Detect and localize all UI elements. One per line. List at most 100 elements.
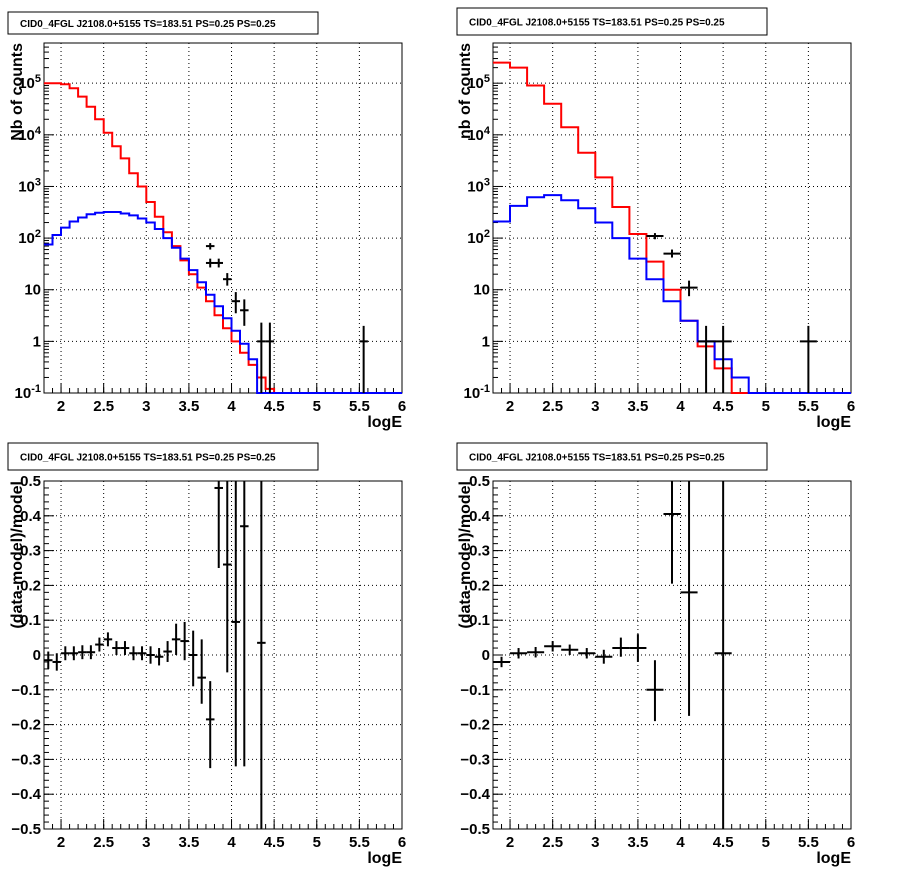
tick-label: −0.5 xyxy=(460,821,490,838)
series-line xyxy=(493,194,851,394)
data-point xyxy=(240,299,249,326)
grid xyxy=(44,43,402,393)
tick-label: 104 xyxy=(467,125,491,144)
tick-label: 10 xyxy=(24,282,41,299)
tick-label: −0.3 xyxy=(460,751,490,768)
tick-label: −0.4 xyxy=(11,786,41,803)
tick-label: 10-1 xyxy=(15,383,41,402)
tick-label: 4.5 xyxy=(264,398,285,415)
chart-panel-3: CID0_4FGL J2108.0+5155 TS=183.51 PS=0.25… xyxy=(7,442,406,867)
chart-title-box xyxy=(456,442,768,471)
tick-label: 2.5 xyxy=(542,398,563,415)
tick-label: 1 xyxy=(33,333,41,350)
data-point xyxy=(52,653,62,671)
tick-label: 3.5 xyxy=(627,834,648,851)
plot-frame xyxy=(43,42,403,394)
tick-label: 0.4 xyxy=(20,508,42,525)
tick-label: 5 xyxy=(762,834,770,851)
tick-label: 2.5 xyxy=(93,398,114,415)
data-point xyxy=(680,481,698,716)
tick-label: 105 xyxy=(467,73,490,92)
data-point xyxy=(223,273,232,286)
data-point xyxy=(44,651,53,669)
data-point xyxy=(205,681,215,769)
x-axis-title: logE xyxy=(816,414,851,431)
data-point xyxy=(163,641,172,662)
tick-label: 3 xyxy=(591,834,599,851)
series-0 xyxy=(493,61,851,394)
data-point xyxy=(112,641,121,655)
data-point xyxy=(359,325,368,393)
chart-panel-4: CID0_4FGL J2108.0+5155 TS=183.51 PS=0.25… xyxy=(456,442,855,867)
tick-label: 3 xyxy=(142,834,150,851)
tick-label: 0.1 xyxy=(20,612,41,629)
tick-label: 5 xyxy=(313,398,321,415)
tick-label: −0.1 xyxy=(11,682,41,699)
series-1 xyxy=(44,211,402,394)
series-1 xyxy=(493,194,851,394)
data-point xyxy=(95,637,104,652)
data-point xyxy=(544,641,562,652)
y-axis-ticks: −0.5 −0.4 −0.3 −0.2 −0.1 0 0.1 0.2 0.3 0.4 0.5 xyxy=(460,473,503,838)
data-point xyxy=(257,481,266,829)
tick-label: 0.1 xyxy=(469,612,490,629)
tick-label: 102 xyxy=(467,228,490,247)
tick-label: 0.3 xyxy=(469,543,490,560)
data-point xyxy=(180,621,189,661)
x-axis-ticks: 2 2.5 3 3.5 4 4.5 5 5.5 6 xyxy=(506,819,855,851)
y-axis-title: (data-model)/model xyxy=(9,481,26,629)
series-line xyxy=(493,61,851,394)
data-point xyxy=(223,481,232,673)
x-axis-title: logE xyxy=(816,850,851,867)
tick-label: −0.5 xyxy=(11,821,41,838)
data-point xyxy=(646,660,664,722)
tick-label: 0.4 xyxy=(469,508,491,525)
data-point xyxy=(595,649,613,664)
data-point xyxy=(129,646,138,661)
chart-panel-2: CID0_4FGL J2108.0+5155 TS=183.51 PS=0.25… xyxy=(456,7,855,431)
chart-panel-1: CID0_4FGL J2108.0+5155 TS=183.51 PS=0.25… xyxy=(7,11,406,431)
x-axis-ticks: 2 2.5 3 3.5 4 4.5 5 5.5 6 xyxy=(506,383,855,415)
tick-label: 3 xyxy=(591,398,599,415)
tick-label: 2 xyxy=(506,398,514,415)
grid xyxy=(44,481,402,829)
data-point xyxy=(137,646,147,661)
tick-label: 0 xyxy=(33,647,41,664)
data-point xyxy=(231,481,241,767)
tick-label: 4 xyxy=(676,834,685,851)
tick-label: 4.5 xyxy=(713,398,734,415)
tick-label: 5.5 xyxy=(349,398,370,415)
data-point xyxy=(146,646,155,664)
tick-label: 10-1 xyxy=(464,383,490,402)
data-point xyxy=(171,623,181,655)
data-point xyxy=(86,645,96,660)
grid xyxy=(493,43,851,393)
tick-label: 3.5 xyxy=(627,398,648,415)
tick-label: 5.5 xyxy=(349,834,370,851)
tick-label: 2 xyxy=(506,834,514,851)
chart-title-box xyxy=(7,11,319,35)
minor-ticks xyxy=(43,480,403,830)
data-point xyxy=(680,280,698,297)
chart-title-box xyxy=(7,442,319,471)
x-axis-ticks: 2 2.5 3 3.5 4 4.5 5 5.5 6 xyxy=(57,819,406,851)
y-axis-ticks: 10-1 1 10 102 103 104 105 xyxy=(464,73,503,402)
plot-frame xyxy=(43,480,403,830)
tick-label: 2 xyxy=(57,398,65,415)
tick-label: 1 xyxy=(482,333,490,350)
tick-label: 0.5 xyxy=(20,473,41,490)
data-point xyxy=(646,233,664,240)
data-point xyxy=(799,325,817,393)
chart-title: CID0_4FGL J2108.0+5155 TS=183.51 PS=0.25… xyxy=(469,18,725,29)
data-point xyxy=(612,637,630,657)
tick-label: −0.2 xyxy=(460,717,490,734)
data-point xyxy=(493,656,511,668)
tick-label: 5 xyxy=(762,398,770,415)
tick-label: 2 xyxy=(57,834,65,851)
y-axis-title: Nb of counts xyxy=(9,43,26,141)
tick-label: 103 xyxy=(467,176,490,195)
y-axis-ticks: 10-1 1 10 102 103 104 105 xyxy=(15,73,54,402)
chart-title: CID0_4FGL J2108.0+5155 TS=183.51 PS=0.25… xyxy=(20,19,276,30)
data-point xyxy=(214,481,223,568)
data-point xyxy=(265,322,275,393)
